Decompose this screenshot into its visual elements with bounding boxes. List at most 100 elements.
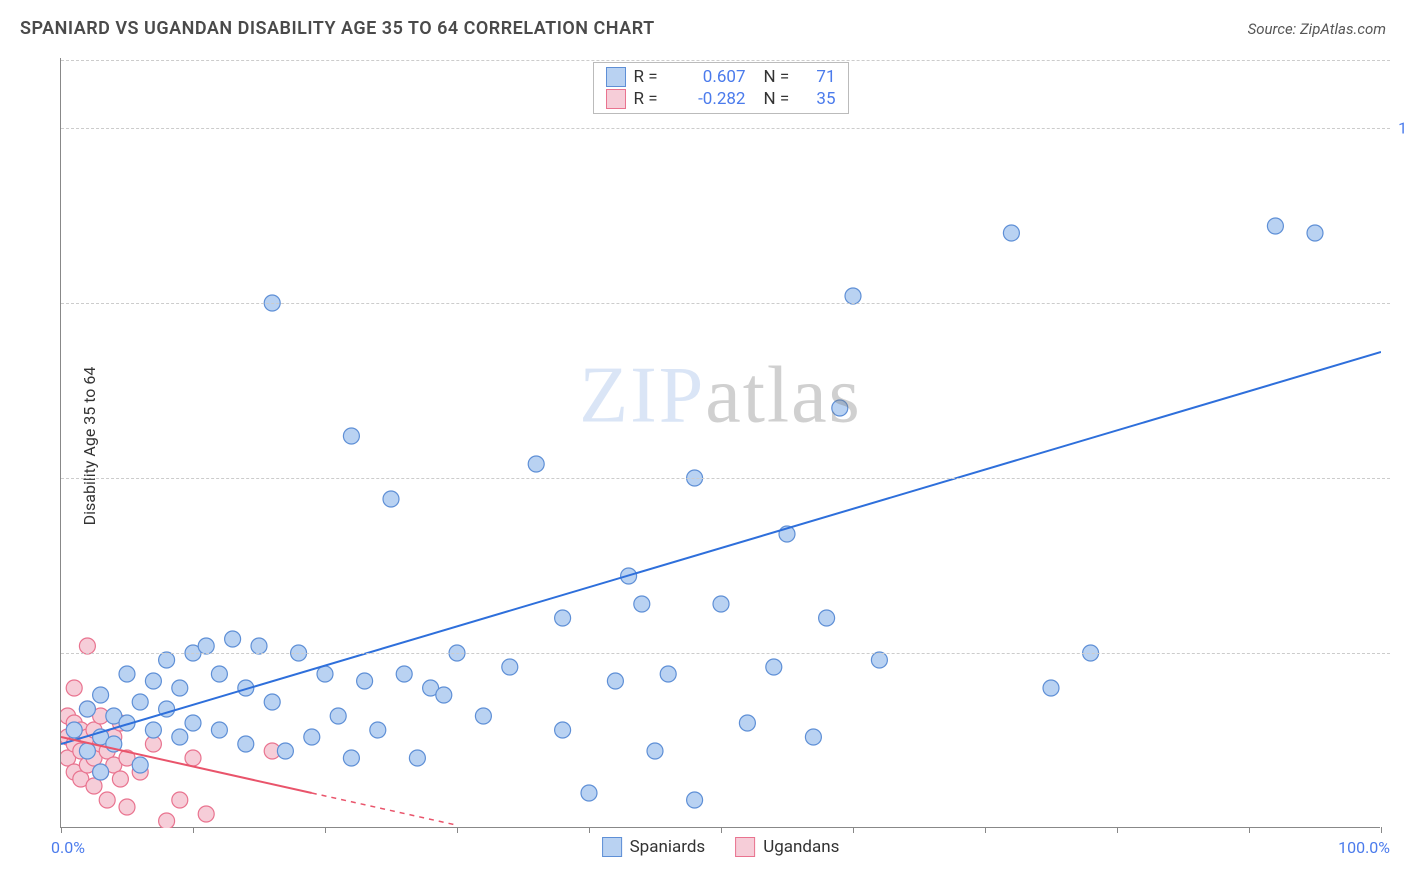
legend-item-spaniards: Spaniards xyxy=(602,837,706,857)
x-tick xyxy=(193,827,194,833)
data-point xyxy=(1307,225,1323,241)
data-point xyxy=(409,750,425,766)
x-tick xyxy=(721,827,722,833)
data-point xyxy=(647,743,663,759)
n-value-ugandans: 35 xyxy=(806,89,836,109)
data-point xyxy=(159,813,175,828)
data-point xyxy=(145,722,161,738)
data-point xyxy=(132,757,148,773)
data-point xyxy=(93,687,109,703)
data-point xyxy=(502,659,518,675)
data-point xyxy=(805,729,821,745)
trend-line xyxy=(61,352,1381,744)
data-point xyxy=(343,750,359,766)
r-label: R = xyxy=(634,89,668,109)
legend-row-ugandans: R = -0.282 N = 35 xyxy=(606,89,836,109)
swatch-spaniards xyxy=(602,837,622,857)
grid-line xyxy=(61,478,1390,479)
data-point xyxy=(607,673,623,689)
data-point xyxy=(79,743,95,759)
x-tick xyxy=(1249,827,1250,833)
data-point xyxy=(528,456,544,472)
data-point xyxy=(251,638,267,654)
data-point xyxy=(99,792,115,808)
y-tick-label: 25.0% xyxy=(1390,644,1406,663)
data-point xyxy=(845,288,861,304)
legend-label-ugandans: Ugandans xyxy=(763,837,839,857)
data-point xyxy=(93,764,109,780)
chart-container: SPANIARD VS UGANDAN DISABILITY AGE 35 TO… xyxy=(0,0,1406,892)
n-value-spaniards: 71 xyxy=(806,67,836,87)
data-point xyxy=(475,708,491,724)
grid-line xyxy=(61,60,1390,61)
data-point xyxy=(819,610,835,626)
grid-line xyxy=(61,653,1390,654)
data-point xyxy=(264,694,280,710)
data-point xyxy=(112,771,128,787)
plot-svg xyxy=(61,58,1381,828)
data-point xyxy=(79,638,95,654)
header: SPANIARD VS UGANDAN DISABILITY AGE 35 TO… xyxy=(20,18,1386,39)
data-point xyxy=(766,659,782,675)
legend-item-ugandans: Ugandans xyxy=(735,837,839,857)
x-axis-min-label: 0.0% xyxy=(51,838,85,857)
data-point xyxy=(357,673,373,689)
y-tick-label: 75.0% xyxy=(1390,294,1406,313)
data-point xyxy=(211,722,227,738)
data-point xyxy=(304,729,320,745)
plot-area: ZIPatlas R = 0.607 N = 71 R = -0.282 N =… xyxy=(60,58,1380,828)
data-point xyxy=(687,792,703,808)
y-tick-label: 100.0% xyxy=(1390,119,1406,138)
legend-correlation: R = 0.607 N = 71 R = -0.282 N = 35 xyxy=(593,62,849,114)
data-point xyxy=(1003,225,1019,241)
data-point xyxy=(198,638,214,654)
source-label: Source: xyxy=(1248,20,1300,38)
data-point xyxy=(66,680,82,696)
data-point xyxy=(79,701,95,717)
data-point xyxy=(66,722,82,738)
x-tick xyxy=(457,827,458,833)
data-point xyxy=(185,750,201,766)
data-point xyxy=(343,428,359,444)
data-point xyxy=(198,806,214,822)
data-point xyxy=(383,491,399,507)
legend-series: Spaniards Ugandans xyxy=(602,837,840,857)
data-point xyxy=(159,652,175,668)
data-point xyxy=(713,596,729,612)
n-label: N = xyxy=(764,89,798,109)
swatch-spaniards xyxy=(606,67,626,87)
n-label: N = xyxy=(764,67,798,87)
legend-row-spaniards: R = 0.607 N = 71 xyxy=(606,67,836,87)
data-point xyxy=(172,729,188,745)
legend-label-spaniards: Spaniards xyxy=(630,837,706,857)
swatch-ugandans xyxy=(735,837,755,857)
x-tick xyxy=(1117,827,1118,833)
x-tick xyxy=(985,827,986,833)
r-label: R = xyxy=(634,67,668,87)
data-point xyxy=(145,673,161,689)
source-name: ZipAtlas.com xyxy=(1300,20,1386,38)
data-point xyxy=(581,785,597,801)
data-point xyxy=(555,722,571,738)
data-point xyxy=(277,743,293,759)
y-tick-label: 50.0% xyxy=(1390,469,1406,488)
grid-line xyxy=(61,128,1390,129)
x-tick xyxy=(589,827,590,833)
chart-title: SPANIARD VS UGANDAN DISABILITY AGE 35 TO… xyxy=(20,18,655,39)
data-point xyxy=(1043,680,1059,696)
data-point xyxy=(555,610,571,626)
swatch-ugandans xyxy=(606,89,626,109)
data-point xyxy=(211,666,227,682)
source-attribution: Source: ZipAtlas.com xyxy=(1248,20,1386,38)
r-value-spaniards: 0.607 xyxy=(676,67,746,87)
data-point xyxy=(317,666,333,682)
data-point xyxy=(225,631,241,647)
data-point xyxy=(1267,218,1283,234)
data-point xyxy=(132,694,148,710)
x-tick xyxy=(853,827,854,833)
r-value-ugandans: -0.282 xyxy=(676,89,746,109)
data-point xyxy=(871,652,887,668)
x-tick xyxy=(61,827,62,833)
data-point xyxy=(119,666,135,682)
x-axis-max-label: 100.0% xyxy=(1338,838,1390,857)
